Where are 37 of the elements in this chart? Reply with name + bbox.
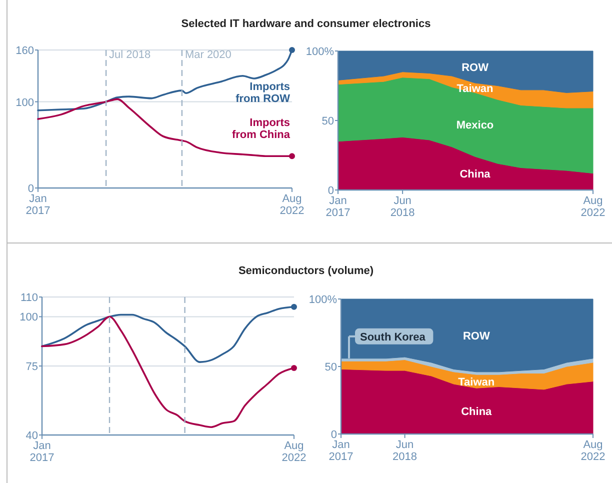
- y-tick-label: 0: [330, 429, 337, 441]
- series-label: China: [460, 168, 492, 180]
- series-label: Taiwan: [456, 82, 494, 95]
- y-tick-label: 100%: [306, 46, 334, 58]
- series-label: ROW: [462, 330, 490, 342]
- ref-line-label: Jul 2018: [109, 49, 151, 61]
- y-tick-label: 100: [20, 312, 38, 324]
- y-tick-label: 160: [16, 45, 34, 57]
- chart-title: Selected IT hardware and consumer electronics: [181, 18, 431, 30]
- y-tick-label: 50: [324, 362, 337, 374]
- y-tick-label: 50: [322, 116, 334, 128]
- x-tick-label: Aug 2022: [282, 440, 306, 464]
- series-label: Mexico: [456, 120, 494, 132]
- x-tick-label: Jun 2018: [390, 195, 415, 219]
- y-tick-label: 100: [16, 96, 34, 109]
- y-tick-label: 100%: [308, 294, 338, 306]
- series-label: China: [461, 406, 493, 418]
- x-tick-label: Aug 2022: [580, 439, 606, 463]
- series-label: Taiwan: [458, 376, 495, 388]
- x-tick-label: Jan 2017: [328, 439, 354, 463]
- x-tick-label: Jun 2018: [392, 439, 418, 463]
- y-tick-label: 0: [28, 183, 34, 195]
- y-tick-label: 110: [20, 292, 38, 304]
- y-tick-label: 40: [26, 430, 38, 442]
- y-tick-label: 0: [328, 185, 334, 197]
- chart-title: Semiconductors (volume): [238, 265, 374, 277]
- series-label: Imports from ROW: [236, 81, 291, 105]
- x-tick-label: Jan 2017: [26, 193, 50, 217]
- y-tick-label: 75: [26, 361, 38, 373]
- legend-label: South Korea: [360, 331, 426, 344]
- x-tick-label: Jan 2017: [30, 440, 54, 464]
- x-tick-label: Jan 2017: [326, 195, 350, 219]
- x-tick-label: Aug 2022: [580, 195, 606, 219]
- series-label: ROW: [462, 62, 490, 74]
- x-tick-label: Aug 2022: [280, 193, 304, 217]
- series-label: Imports from China: [232, 117, 291, 142]
- ref-line-label: Mar 2020: [184, 49, 232, 61]
